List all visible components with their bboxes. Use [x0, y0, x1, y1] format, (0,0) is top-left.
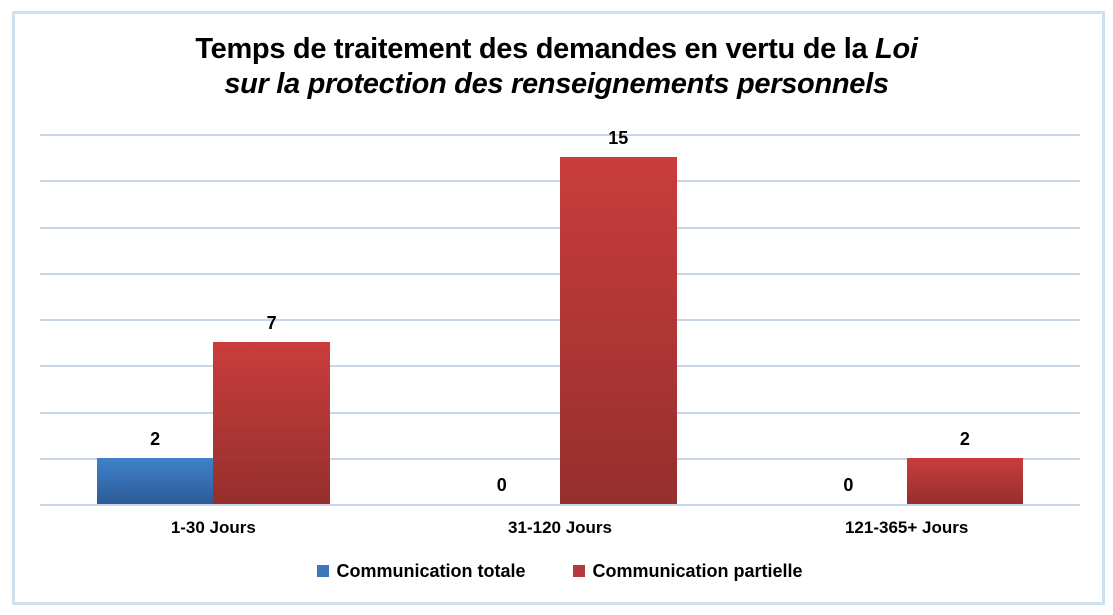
chart-title-text-regular: Temps de traitement des demandes en vert…	[195, 33, 876, 65]
gridline	[40, 134, 1080, 136]
x-axis-category-label: 31-120 Jours	[508, 518, 612, 537]
legend-label: Communication partielle	[592, 561, 803, 581]
legend-swatch-red-icon	[573, 565, 586, 577]
bar-communication-partielle-121-365-jours	[906, 457, 1024, 504]
bar-communication-totale-1-30-jours	[96, 457, 214, 504]
bar-value-label: 2	[959, 428, 970, 449]
bar-communication-partielle-31-120-jours	[560, 157, 677, 504]
bar-value-label: 7	[266, 313, 277, 334]
chart-title-line-2: sur la protection des renseignements per…	[224, 68, 889, 100]
x-axis-category-label: 121-365+ Jours	[844, 518, 969, 537]
chart-legend: Communication totale Communication parti…	[40, 558, 1080, 584]
bar-value-label: 0	[496, 475, 507, 495]
chart-title-text-italic: Loi	[875, 33, 918, 65]
chart-border	[12, 11, 1105, 605]
bar-communication-partielle-1-30-jours	[213, 342, 330, 504]
bar-value-label: 15	[608, 128, 629, 149]
x-axis-category-label: 1-30 Jours	[170, 518, 256, 537]
legend-label: Communication totale	[336, 561, 526, 581]
gridline	[40, 504, 1080, 506]
chart-title: Temps de traitement des demandes en vert…	[0, 32, 1113, 102]
chart-title-line-1: Temps de traitement des demandes en vert…	[0, 32, 1113, 67]
bar-value-label: 2	[150, 428, 161, 449]
legend-item-communication-totale: Communication totale	[317, 560, 525, 582]
legend-item-communication-partielle: Communication partielle	[573, 560, 803, 582]
legend-swatch-blue-icon	[317, 565, 330, 577]
bar-value-label: 0	[843, 475, 854, 495]
